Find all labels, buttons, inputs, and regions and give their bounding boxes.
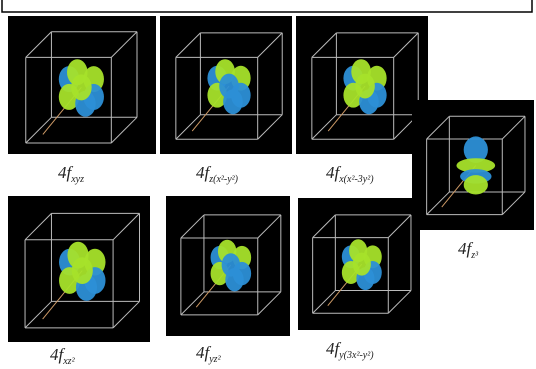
orbital-lobe [353,253,371,276]
figure: 4fxyz 4fz(x²-y²) 4fx(x²-3y²) 4fz³ 4fxz² 4fyz²… [0,0,536,369]
orbital-label: 4fxyz [58,163,84,185]
orbital-label-sub: z³ [470,250,479,261]
orbital-lobe [355,74,375,99]
orbital-label-sub: y(3x²-y²) [338,350,374,361]
orbital-panel: 4fy(3x²-y²) [298,198,420,361]
orbital-lobe [464,175,488,194]
orbital-panel: 4fz³ [412,100,534,261]
orbital-label-sub: xz² [62,356,75,367]
orbital-label: 4fz³ [458,239,479,261]
orbital-label: 4fy(3x²-y²) [326,339,374,361]
orbital-label-sub: xyz [70,174,84,185]
orbital-lobe [222,253,240,276]
orbital-lobe [72,257,93,284]
orbital-panel: 4fx(x²-3y²) [296,16,428,185]
orbital-label: 4fz(x²-y²) [196,163,239,185]
orbital-lobe [219,74,239,99]
orbital-label-sub: x(x²-3y²) [338,174,374,185]
orbital-label: 4fx(x²-3y²) [326,163,374,185]
orbital-panel: 4fz(x²-y²) [160,16,292,185]
orbital-lobe [71,74,92,100]
orbital-panel: 4fxyz [8,16,156,185]
orbital-label: 4fyz² [196,343,222,365]
orbital-label-sub: z(x²-y²) [208,174,238,185]
header-box [2,0,532,12]
orbital-panel: 4fxz² [8,196,150,367]
orbital-label-sub: yz² [208,354,221,365]
orbital-label: 4fxz² [50,345,76,367]
orbital-panel: 4fyz² [166,196,290,365]
